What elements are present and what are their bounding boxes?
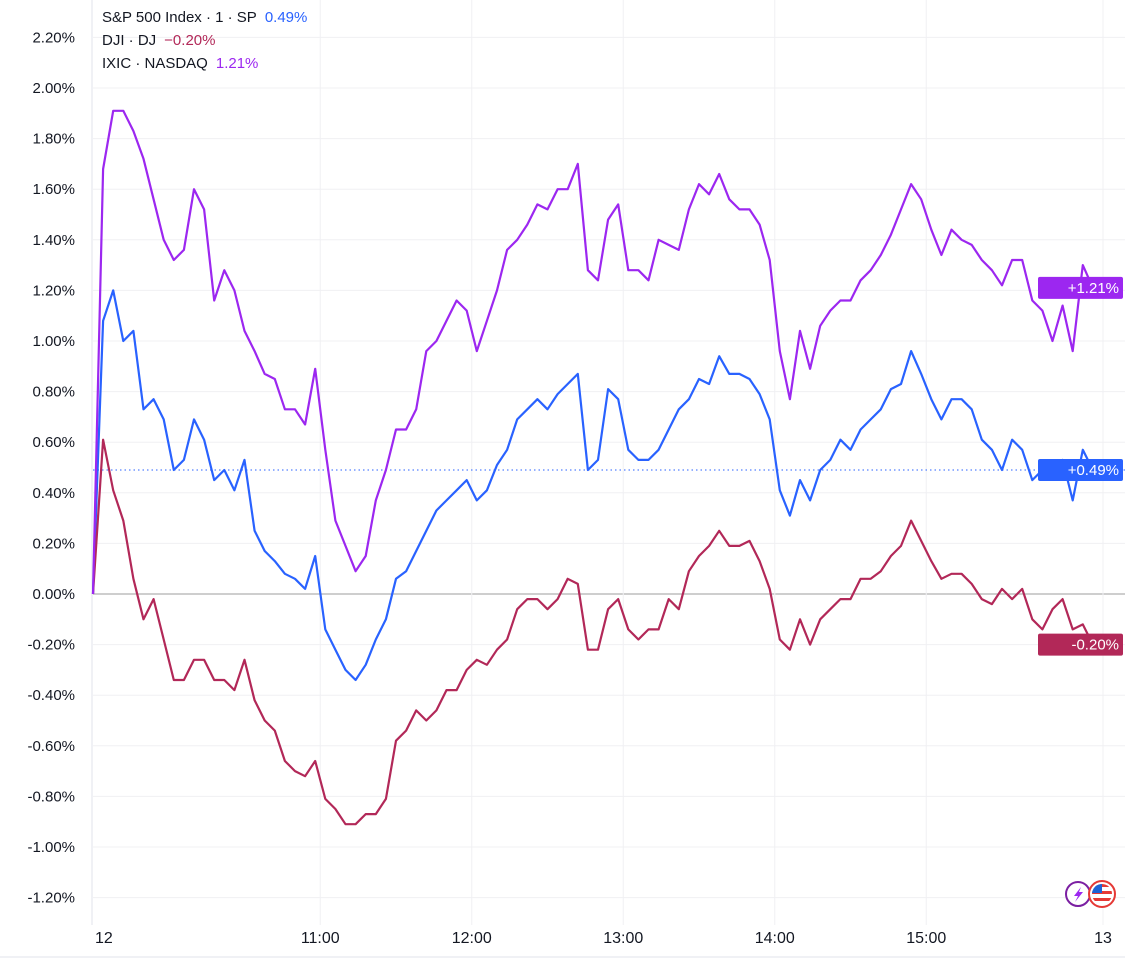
series-line-2 bbox=[91, 109, 1094, 595]
x-tick-label: 12:00 bbox=[452, 930, 492, 947]
y-tick-label: -0.80% bbox=[27, 788, 75, 805]
y-tick-label: 0.80% bbox=[32, 384, 75, 401]
legend-label: DJI · DJ bbox=[102, 32, 157, 49]
y-tick-label: -1.20% bbox=[27, 890, 75, 907]
grid bbox=[91, 0, 1125, 925]
y-tick-label: 0.40% bbox=[32, 485, 75, 502]
y-tick-label: 0.20% bbox=[32, 535, 75, 552]
lightning-icon bbox=[1065, 881, 1091, 907]
us-flag-icon bbox=[1088, 880, 1116, 908]
x-axis: 12 11:00 12:00 13:00 14:00 15:00 13 bbox=[0, 930, 1125, 958]
y-tick-label: 0.00% bbox=[32, 586, 75, 603]
last-value-pill-bg bbox=[1038, 276, 1123, 299]
series-line-1 bbox=[91, 438, 1094, 826]
last-value-pill: +1.21% bbox=[1068, 280, 1119, 297]
legend-value: 0.49% bbox=[264, 9, 308, 26]
y-tick-label: 1.60% bbox=[32, 181, 75, 198]
x-tick-label: 11:00 bbox=[301, 930, 340, 947]
y-tick-label: -0.40% bbox=[27, 687, 75, 704]
y-tick-label: 1.20% bbox=[32, 282, 75, 299]
x-tick-label: 15:00 bbox=[906, 930, 946, 947]
x-tick-label: 13 bbox=[1094, 930, 1112, 947]
last-value-pill-bg bbox=[1038, 459, 1123, 482]
y-tick-label: 2.00% bbox=[32, 80, 75, 97]
legend-value: 1.21% bbox=[215, 55, 259, 72]
series-line-0 bbox=[91, 289, 1094, 682]
x-tick-label: 12 bbox=[95, 930, 113, 947]
y-tick-label: 0.60% bbox=[32, 434, 75, 451]
x-tick-label: 14:00 bbox=[755, 930, 795, 947]
y-axis: 2.20% 2.00% 1.80% 1.60% 1.40% 1.20% 1.00% 0.80%… bbox=[27, 29, 75, 906]
y-tick-label: 1.80% bbox=[32, 131, 75, 148]
x-tick-label: 13:00 bbox=[603, 930, 643, 947]
legend-item-dji[interactable]: DJI · DJ −0.20% bbox=[102, 29, 307, 52]
y-tick-label: 2.20% bbox=[32, 29, 75, 46]
last-value-pill-bg bbox=[1038, 633, 1123, 656]
legend-label: S&P 500 Index · 1 · SP bbox=[102, 9, 257, 26]
y-tick-label: -0.60% bbox=[27, 738, 75, 755]
legend-item-ixic[interactable]: IXIC · NASDAQ 1.21% bbox=[102, 52, 307, 75]
legend-label: IXIC · NASDAQ bbox=[102, 55, 208, 72]
legend: S&P 500 Index · 1 · SP 0.49% DJI · DJ −0.2… bbox=[102, 6, 307, 75]
last-value-pills: +0.49% -0.20% +1.21% bbox=[1038, 276, 1123, 656]
legend-value: −0.20% bbox=[164, 32, 216, 49]
exchange-badges[interactable] bbox=[1065, 880, 1116, 908]
legend-item-sp500[interactable]: S&P 500 Index · 1 · SP 0.49% bbox=[102, 6, 307, 29]
y-tick-label: -1.00% bbox=[27, 839, 75, 856]
series-lines bbox=[91, 109, 1094, 826]
last-value-pill: -0.20% bbox=[1071, 637, 1119, 654]
last-value-pill: +0.49% bbox=[1068, 462, 1119, 479]
y-tick-label: 1.00% bbox=[32, 333, 75, 350]
y-tick-label: -0.20% bbox=[27, 637, 75, 654]
y-tick-label: 1.40% bbox=[32, 232, 75, 249]
